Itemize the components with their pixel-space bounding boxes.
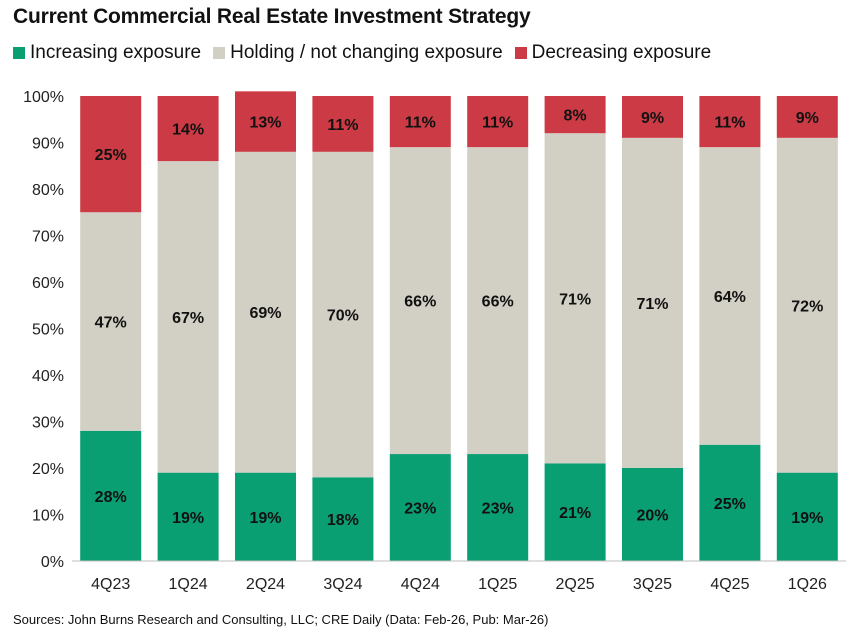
data-label-holding: 72% bbox=[791, 298, 823, 315]
legend-swatch-decreasing bbox=[514, 47, 527, 59]
data-label-holding: 47% bbox=[95, 315, 127, 332]
legend-label-decreasing: Decreasing exposure bbox=[531, 42, 712, 63]
legend-label-increasing: Increasing exposure bbox=[30, 42, 202, 63]
bar-decreasing-3q24 bbox=[312, 96, 374, 152]
bar-decreasing-1q26 bbox=[776, 96, 838, 138]
bar-holding-1q26 bbox=[776, 137, 838, 473]
data-label-decreasing: 8% bbox=[564, 108, 587, 125]
source-note: Sources: John Burns Research and Consult… bbox=[13, 612, 549, 627]
data-label-holding: 64% bbox=[714, 289, 746, 306]
y-tick-label: 90% bbox=[32, 136, 64, 153]
bar-holding-1q25 bbox=[467, 147, 529, 455]
bar-decreasing-1q25 bbox=[467, 96, 529, 148]
y-tick-label: 10% bbox=[32, 508, 64, 525]
y-tick-label: 20% bbox=[32, 461, 64, 478]
data-label-holding: 71% bbox=[636, 296, 668, 313]
legend-item-decreasing: Decreasing exposure bbox=[514, 42, 712, 64]
data-label-decreasing: 11% bbox=[714, 115, 745, 132]
bar-holding-4q23 bbox=[80, 212, 142, 431]
bar-decreasing-4q25 bbox=[699, 96, 761, 148]
legend-item-increasing: Increasing exposure bbox=[13, 42, 201, 64]
y-tick-label: 30% bbox=[32, 415, 64, 432]
data-label-decreasing: 14% bbox=[172, 122, 204, 139]
data-label-increasing: 18% bbox=[327, 512, 359, 529]
bar-decreasing-2q25 bbox=[544, 96, 606, 134]
data-label-decreasing: 11% bbox=[405, 115, 436, 132]
x-tick-label: 1Q25 bbox=[478, 576, 517, 593]
bar-decreasing-4q23 bbox=[80, 96, 142, 213]
data-label-decreasing: 9% bbox=[641, 110, 664, 127]
bar-decreasing-1q24 bbox=[157, 96, 219, 162]
legend-swatch-increasing bbox=[13, 47, 25, 59]
bar-increasing-2q24 bbox=[235, 472, 296, 561]
bar-increasing-4q24 bbox=[389, 454, 451, 561]
bar-holding-1q24 bbox=[157, 161, 219, 473]
bar-holding-4q24 bbox=[389, 147, 451, 455]
x-tick-label: 2Q24 bbox=[246, 576, 285, 593]
bar-increasing-3q24 bbox=[312, 477, 374, 561]
y-tick-label: 80% bbox=[32, 182, 64, 199]
legend-item-holding: Holding / not changing exposure bbox=[213, 42, 503, 64]
data-label-holding: 70% bbox=[327, 308, 359, 325]
data-label-holding: 69% bbox=[249, 305, 281, 322]
x-tick-label: 4Q25 bbox=[710, 576, 749, 593]
data-label-increasing: 25% bbox=[714, 496, 746, 513]
bar-holding-3q25 bbox=[622, 137, 683, 468]
x-tick-label: 4Q23 bbox=[91, 576, 130, 593]
data-label-holding: 67% bbox=[172, 310, 204, 327]
bar-decreasing-3q25 bbox=[622, 96, 683, 138]
y-tick-label: 40% bbox=[32, 368, 64, 385]
data-label-decreasing: 9% bbox=[796, 110, 819, 127]
bar-increasing-1q24 bbox=[157, 472, 219, 561]
legend-label-holding: Holding / not changing exposure bbox=[230, 42, 503, 63]
y-tick-label: 70% bbox=[32, 229, 64, 246]
bar-increasing-4q23 bbox=[80, 430, 142, 561]
data-label-increasing: 19% bbox=[249, 510, 281, 527]
x-tick-label: 3Q24 bbox=[323, 576, 362, 593]
data-label-decreasing: 25% bbox=[95, 147, 127, 164]
data-label-increasing: 23% bbox=[482, 501, 514, 518]
data-label-increasing: 23% bbox=[404, 501, 436, 518]
y-tick-label: 50% bbox=[32, 322, 64, 339]
data-label-holding: 66% bbox=[482, 294, 514, 311]
data-label-increasing: 19% bbox=[791, 510, 823, 527]
bar-holding-2q25 bbox=[544, 133, 606, 464]
chart-title: Current Commercial Real Estate Investmen… bbox=[13, 5, 531, 28]
x-tick-label: 4Q24 bbox=[401, 576, 440, 593]
data-label-decreasing: 11% bbox=[482, 115, 513, 132]
y-tick-label: 100% bbox=[23, 89, 64, 106]
bar-decreasing-2q24 bbox=[235, 91, 296, 152]
bar-increasing-3q25 bbox=[622, 468, 683, 561]
data-label-increasing: 20% bbox=[636, 508, 668, 525]
data-label-increasing: 28% bbox=[95, 489, 127, 506]
legend-swatch-holding bbox=[213, 47, 226, 59]
bar-increasing-1q25 bbox=[467, 454, 529, 561]
data-label-holding: 66% bbox=[404, 294, 436, 311]
data-label-holding: 71% bbox=[559, 291, 591, 308]
data-label-increasing: 19% bbox=[172, 510, 204, 527]
bar-decreasing-4q24 bbox=[389, 96, 451, 148]
bar-holding-3q24 bbox=[312, 151, 374, 478]
y-tick-label: 60% bbox=[32, 275, 64, 292]
data-label-decreasing: 13% bbox=[249, 115, 281, 132]
x-tick-label: 2Q25 bbox=[556, 576, 595, 593]
bar-increasing-4q25 bbox=[699, 444, 761, 561]
data-label-increasing: 21% bbox=[559, 505, 591, 522]
y-tick-label: 0% bbox=[41, 554, 64, 571]
x-tick-label: 1Q26 bbox=[788, 576, 827, 593]
x-tick-label: 1Q24 bbox=[169, 576, 208, 593]
legend: Increasing exposure Holding / not changi… bbox=[13, 42, 723, 64]
bar-increasing-2q25 bbox=[544, 463, 606, 561]
data-label-decreasing: 11% bbox=[327, 117, 358, 134]
bar-holding-2q24 bbox=[235, 151, 296, 473]
x-tick-label: 3Q25 bbox=[633, 576, 672, 593]
bar-holding-4q25 bbox=[699, 147, 761, 445]
bar-increasing-1q26 bbox=[776, 472, 838, 561]
